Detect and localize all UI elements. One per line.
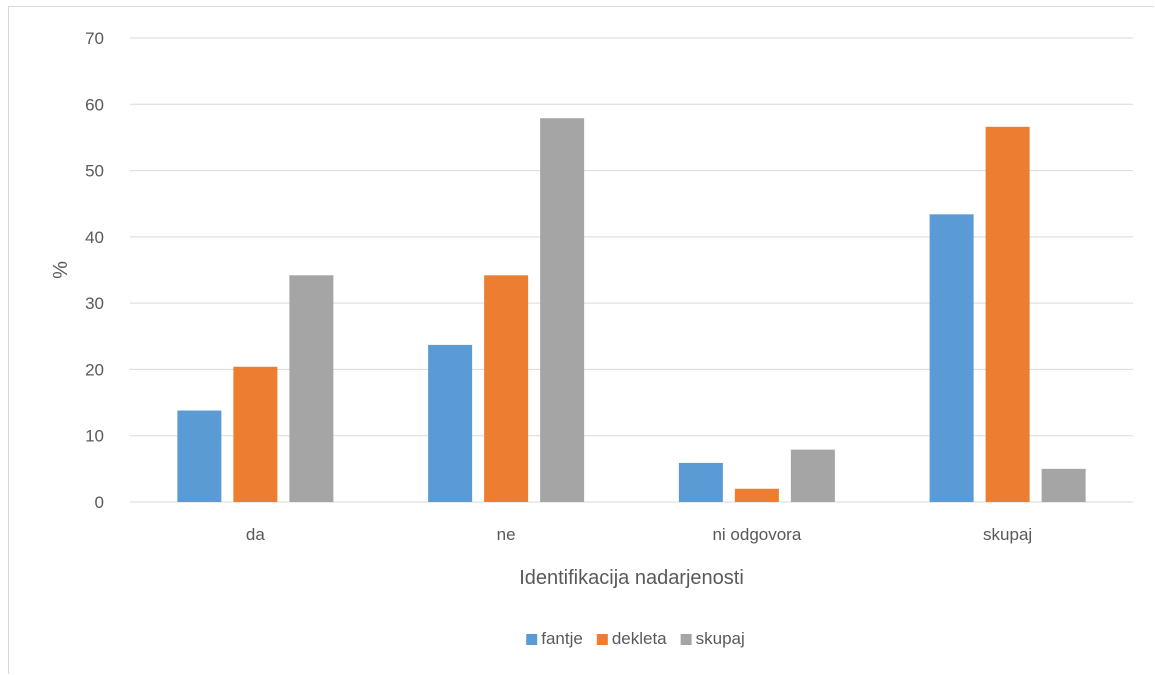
- legend: fantje dekleta skupaj: [526, 629, 745, 648]
- bars: [177, 118, 1086, 502]
- bar-fantje-ne: [428, 344, 473, 502]
- bar-dekleta-da: [233, 366, 278, 502]
- x-axis-title: Identifikacija nadarjenosti: [519, 567, 744, 589]
- gridlines: [130, 37, 1133, 503]
- y-tick-label: 30: [85, 294, 104, 313]
- legend-swatch: [526, 634, 538, 645]
- bar-skupaj-ne: [540, 118, 585, 502]
- legend-label: skupaj: [696, 629, 745, 648]
- legend-swatch: [680, 634, 692, 645]
- legend-label: dekleta: [612, 629, 667, 648]
- legend-item-skupaj: skupaj: [680, 629, 745, 648]
- bar-skupaj-skupaj: [1041, 468, 1086, 502]
- y-tick-label: 70: [85, 29, 104, 48]
- legend-item-dekleta: dekleta: [596, 629, 667, 648]
- x-tick-label: skupaj: [983, 525, 1032, 544]
- legend-label: fantje: [541, 629, 583, 648]
- y-tick-label: 60: [85, 95, 104, 114]
- y-tick-label: 50: [85, 162, 104, 181]
- y-axis-ticks: 0 10 20 30 40 50 60 70: [85, 29, 104, 512]
- y-axis-title: %: [50, 261, 72, 279]
- bar-dekleta-ne: [484, 275, 529, 502]
- bar-fantje-da: [177, 410, 222, 502]
- x-axis-ticks: da ne ni odgovora skupaj: [246, 525, 1032, 544]
- bar-dekleta-skupaj: [985, 126, 1030, 502]
- bar-skupaj-da: [289, 275, 334, 502]
- x-tick-label: ni odgovora: [712, 525, 801, 544]
- y-tick-label: 10: [85, 427, 104, 446]
- y-tick-label: 20: [85, 360, 104, 379]
- legend-item-fantje: fantje: [526, 629, 583, 648]
- bar-dekleta-ni-odgovora: [734, 488, 779, 502]
- x-tick-label: ne: [497, 525, 516, 544]
- bar-fantje-skupaj: [929, 214, 974, 502]
- bar-fantje-ni-odgovora: [678, 462, 723, 502]
- bar-skupaj-ni-odgovora: [790, 449, 835, 502]
- y-tick-label: 0: [95, 493, 104, 512]
- legend-swatch: [596, 634, 608, 645]
- x-tick-label: da: [246, 525, 265, 544]
- y-tick-label: 40: [85, 228, 104, 247]
